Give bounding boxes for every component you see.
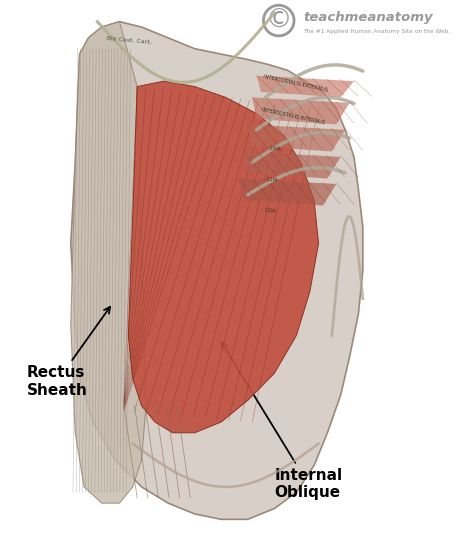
Text: - 10th: - 10th (265, 145, 281, 151)
Polygon shape (239, 179, 336, 206)
Text: - 11th: - 11th (263, 176, 278, 183)
Text: Rectus
Sheath: Rectus Sheath (27, 307, 110, 398)
Text: ©: © (265, 8, 292, 34)
Polygon shape (248, 124, 345, 151)
Polygon shape (243, 151, 341, 179)
Text: INTERCOSTALIS INTERNUS: INTERCOSTALIS INTERNUS (261, 107, 326, 126)
Polygon shape (71, 22, 146, 503)
Text: INTERCOSTALIS EXTERNUS: INTERCOSTALIS EXTERNUS (263, 75, 329, 93)
Polygon shape (256, 76, 354, 97)
Text: 8th Cost. Cart.: 8th Cost. Cart. (106, 36, 152, 45)
Text: teachmeanatomy: teachmeanatomy (303, 11, 433, 24)
Text: - 12th: - 12th (261, 208, 276, 214)
Text: The #1 Applied Human Anatomy Site on the Web.: The #1 Applied Human Anatomy Site on the… (303, 29, 450, 34)
Polygon shape (128, 81, 319, 433)
Text: Internal
Oblique: Internal Oblique (221, 342, 342, 500)
Polygon shape (71, 22, 363, 519)
Polygon shape (252, 97, 349, 124)
